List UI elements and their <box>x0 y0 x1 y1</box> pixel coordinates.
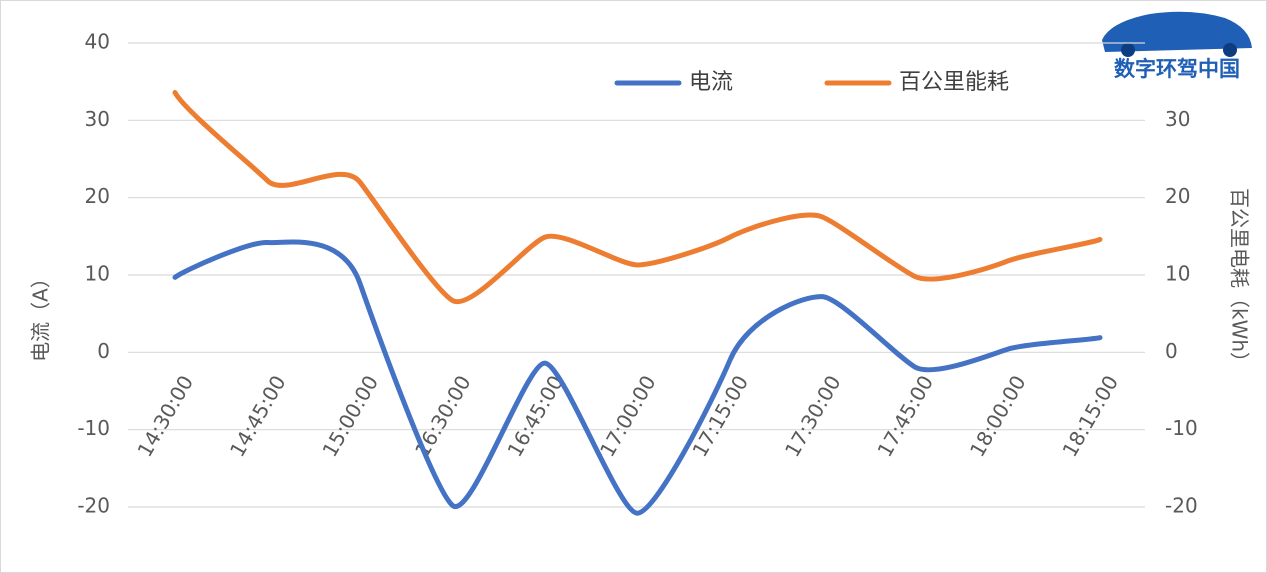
legend-label: 电流 <box>689 70 733 95</box>
logo: 数字环驾中国 <box>1102 11 1252 81</box>
legend-label: 百公里能耗 <box>899 70 1009 95</box>
y-tick-label: 10 <box>85 262 110 286</box>
logo-car <box>1102 11 1252 52</box>
series-line <box>172 89 1103 305</box>
logo-wheel <box>1223 43 1237 57</box>
y-tick-label: 20 <box>85 184 110 208</box>
y-tick-label: 30 <box>85 107 110 131</box>
y2-tick-label: 30 <box>1165 107 1190 131</box>
y2-tick-label: -10 <box>1165 416 1198 440</box>
y-tick-label: 40 <box>85 30 110 54</box>
y-tick-label: -10 <box>77 416 110 440</box>
y-tick-label: 0 <box>97 339 110 363</box>
logo-wheel <box>1121 43 1135 57</box>
y2-tick-label: 20 <box>1165 184 1190 208</box>
y-axis-label: 电流（A） <box>29 268 53 362</box>
y2-axis-label: 百公里电耗（kWh） <box>1228 188 1252 372</box>
y-tick-label: -20 <box>77 494 110 518</box>
y2-tick-label: -20 <box>1165 494 1198 518</box>
y2-tick-label: 0 <box>1165 339 1178 363</box>
series-line <box>172 239 1103 516</box>
logo-text: 数字环驾中国 <box>1114 57 1240 81</box>
y2-tick-label: 10 <box>1165 262 1190 286</box>
